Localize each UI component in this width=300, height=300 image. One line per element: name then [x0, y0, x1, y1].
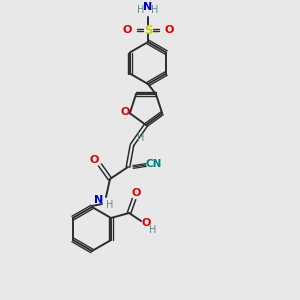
Text: N: N: [143, 2, 153, 12]
Text: O: O: [120, 107, 130, 117]
Text: H: H: [151, 5, 159, 15]
Text: O: O: [164, 25, 174, 35]
Text: H: H: [106, 200, 114, 210]
Text: N: N: [94, 195, 103, 205]
Text: O: O: [131, 188, 141, 198]
Text: CN: CN: [146, 159, 162, 169]
Text: O: O: [141, 218, 151, 228]
Text: H: H: [137, 5, 145, 15]
Text: H: H: [137, 133, 145, 143]
Text: O: O: [89, 155, 99, 165]
Text: H: H: [149, 225, 157, 235]
Text: O: O: [122, 25, 132, 35]
Text: S: S: [144, 23, 152, 37]
